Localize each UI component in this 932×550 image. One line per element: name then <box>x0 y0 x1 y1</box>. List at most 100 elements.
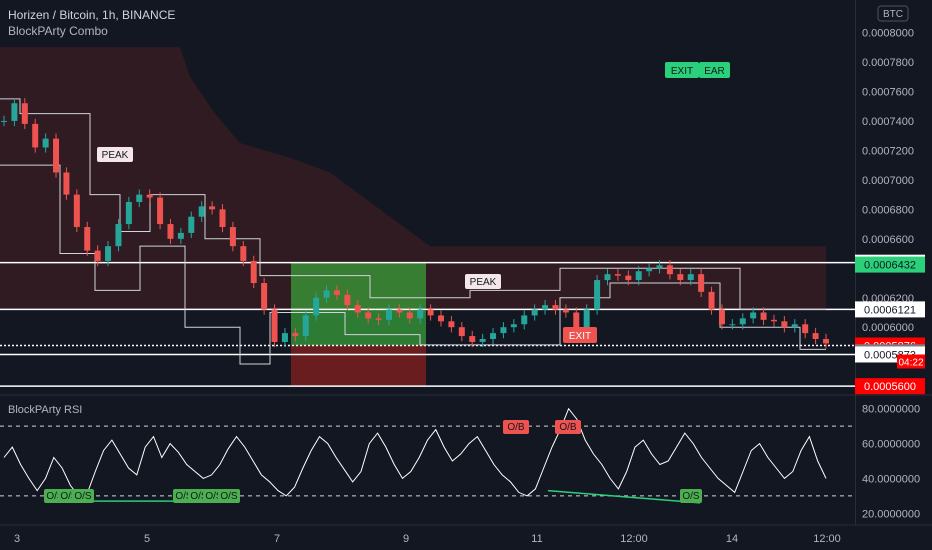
candle-body <box>365 312 372 319</box>
os-label: O/S <box>205 491 223 502</box>
countdown-label: 04:22 <box>898 357 923 368</box>
candle-body <box>718 309 725 325</box>
os-label-bg <box>72 489 94 503</box>
price-tick-label: 0.0007000 <box>862 175 914 187</box>
candle-body <box>531 309 538 316</box>
candle-body <box>167 224 174 239</box>
candle-body <box>53 138 60 173</box>
os-label-bg <box>680 489 702 503</box>
candle-body <box>490 333 497 340</box>
price-tick-label: 0.0007200 <box>862 145 914 157</box>
level-box <box>855 378 925 395</box>
candle-body <box>708 291 715 310</box>
candle-body <box>406 312 413 319</box>
candle-body <box>583 309 590 328</box>
candle-body <box>427 309 434 316</box>
candle-body <box>63 172 70 195</box>
candle-body <box>281 333 288 342</box>
candle-body <box>791 324 798 328</box>
candle-body <box>677 274 684 281</box>
resistance-cloud <box>0 47 826 310</box>
candle-body <box>469 336 476 342</box>
candle-body <box>594 280 601 310</box>
time-tick-label: 11 <box>531 533 542 545</box>
price-tick-label: 0.0007600 <box>862 86 914 98</box>
level-label: 0.0006432 <box>864 260 916 272</box>
candle-body <box>417 309 424 319</box>
candle-body <box>157 197 164 225</box>
ear-label-bg <box>699 62 730 78</box>
candle-body <box>219 209 226 228</box>
price-tick-label: 0.0006800 <box>862 204 914 216</box>
candle-body <box>802 324 809 334</box>
candle-body <box>323 290 330 298</box>
candle-body <box>614 274 621 276</box>
candle-body <box>271 309 278 342</box>
os-label: O/S <box>60 491 78 502</box>
os-label: O/S <box>74 491 92 502</box>
ob-label-bg <box>503 420 529 434</box>
peak-label-1: PEAK <box>102 150 129 161</box>
currency-label: BTC <box>883 9 903 20</box>
candle-body <box>479 339 486 342</box>
time-tick-label: 12:00 <box>620 533 648 545</box>
price-tick-label: 0.0006600 <box>862 234 914 246</box>
candle-body <box>105 246 112 261</box>
candle-body <box>146 194 153 198</box>
candle-body <box>781 321 788 328</box>
rsi-tick-label: 60.0000000 <box>862 439 920 451</box>
rsi-tick-label: 80.0000000 <box>862 404 920 416</box>
time-tick-label: 3 <box>14 533 20 545</box>
candle-body <box>510 324 517 328</box>
exit-label-red: EXIT <box>569 331 591 342</box>
candle-body <box>261 283 268 310</box>
candle-body <box>125 201 132 225</box>
exit-label-green: EXIT <box>671 66 693 77</box>
candle-body <box>32 123 39 148</box>
candle-body <box>542 305 549 310</box>
candle-body <box>500 327 507 334</box>
rsi-tick-label: 20.0000000 <box>862 508 920 520</box>
rsi-line <box>3 407 827 497</box>
candle-body <box>646 268 653 272</box>
candle-body <box>562 309 569 313</box>
os-label: O/S <box>682 491 700 502</box>
candle-body <box>458 327 465 337</box>
green-zone <box>291 262 426 346</box>
candle-body <box>21 103 28 124</box>
candle-body <box>750 312 757 319</box>
rsi-title: BlockPArty RSI <box>8 404 82 416</box>
candle-body <box>521 315 528 325</box>
time-tick-label: 5 <box>144 533 150 545</box>
level-label: 0.0006121 <box>864 304 916 316</box>
candle-body <box>438 315 445 322</box>
candle-body <box>625 275 632 281</box>
candle-body <box>209 206 216 210</box>
candle-body <box>229 227 236 247</box>
candle-body <box>687 274 694 281</box>
candle-body <box>250 260 257 284</box>
peak-label-2: PEAK <box>470 277 497 288</box>
ob-label-bg <box>555 420 581 434</box>
exit-label-green-bg <box>665 62 699 78</box>
candle-body <box>1 120 7 122</box>
candle-body <box>698 274 705 292</box>
candle-body <box>198 206 205 217</box>
candle-body <box>448 321 455 328</box>
candle-body <box>760 312 767 320</box>
candle-body <box>177 232 184 239</box>
os-label: O/S <box>220 491 238 502</box>
candle-body <box>573 312 580 328</box>
os-label: O/S <box>175 491 193 502</box>
level-label: 0.0005600 <box>864 381 916 393</box>
indicator-name: BlockPArty Combo <box>8 24 108 38</box>
time-tick-label: 7 <box>274 533 280 545</box>
rsi-tick-label: 40.0000000 <box>862 473 920 485</box>
time-tick-label: 12:00 <box>813 533 841 545</box>
candle-body <box>84 227 91 251</box>
candle-body <box>94 250 101 261</box>
candle-body <box>354 305 361 313</box>
candle-body <box>812 333 819 340</box>
candle-body <box>136 194 143 202</box>
